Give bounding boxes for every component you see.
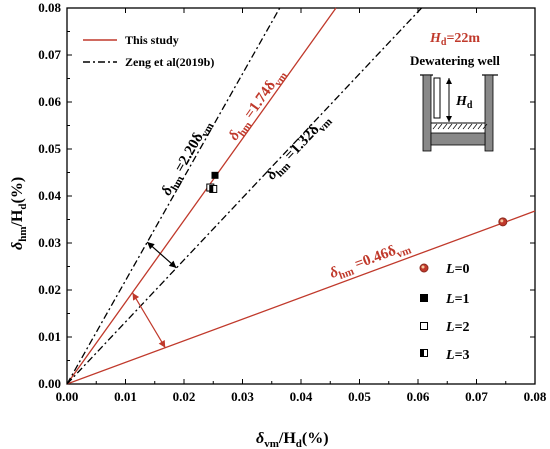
hatch-mark bbox=[448, 124, 452, 129]
line-legend: This study Zeng et al(2019b) bbox=[83, 33, 214, 69]
y-tick-label-4: 0.04 bbox=[38, 188, 61, 203]
legend-label-this-study: This study bbox=[125, 33, 179, 47]
y-tick-label-6: 0.06 bbox=[38, 94, 61, 109]
hatch-mark bbox=[478, 124, 482, 129]
y-axis-title: δhm/Hd(%) bbox=[9, 177, 29, 250]
hatch-mark bbox=[468, 124, 472, 129]
left-wall bbox=[423, 75, 431, 151]
x-tick-label-1: 0.01 bbox=[114, 389, 137, 404]
hatch-mark bbox=[453, 124, 457, 129]
equation-labels: δhm =2.20δvmδhm =1.74δvmδhm =1.32δvmδhm … bbox=[159, 66, 413, 285]
legend-marker-l0-highlight bbox=[422, 266, 425, 269]
dewatering-well bbox=[434, 78, 440, 118]
equation-label-1: δhm =1.74δvm bbox=[226, 66, 290, 145]
point-legend: L=0 L=1 L=2 L=3 bbox=[420, 262, 470, 363]
y-tick-label-5: 0.05 bbox=[38, 141, 61, 156]
hatch-mark bbox=[463, 124, 467, 129]
x-tick-label-4: 0.04 bbox=[290, 389, 313, 404]
arrow-this-study-range bbox=[133, 293, 166, 348]
x-tick-label-7: 0.07 bbox=[465, 389, 488, 404]
x-tick-label-8: 0.08 bbox=[524, 389, 547, 404]
legend-label-l3: L=3 bbox=[445, 348, 470, 363]
y-tick-label-0: 0.00 bbox=[38, 376, 61, 391]
inset-hd-value: Hd=22m bbox=[429, 31, 480, 48]
x-tick-label-6: 0.06 bbox=[407, 389, 430, 404]
y-tick-label-7: 0.07 bbox=[38, 47, 61, 62]
point-l0-highlight bbox=[500, 219, 503, 222]
point-l3-fill bbox=[210, 185, 214, 192]
inset-diagram: Hd=22m Dewatering well Hd bbox=[410, 31, 500, 151]
base-slab bbox=[431, 133, 485, 145]
legend-marker-l3-fill bbox=[421, 350, 425, 357]
bottom-hatch bbox=[433, 124, 487, 129]
hd-arrow-bottom bbox=[446, 116, 452, 122]
legend-marker-l2 bbox=[421, 323, 428, 330]
x-tick-label-0: 0.00 bbox=[56, 389, 79, 404]
point-l1 bbox=[212, 172, 219, 179]
x-tick-label-3: 0.03 bbox=[231, 389, 254, 404]
legend-marker-l1 bbox=[420, 294, 428, 302]
hatch-mark bbox=[473, 124, 477, 129]
inset-hd-label: Hd bbox=[455, 94, 473, 111]
x-axis-title: δvm/Hd(%) bbox=[256, 430, 329, 449]
right-wall bbox=[485, 75, 493, 151]
data-points bbox=[207, 172, 507, 226]
hatch-mark bbox=[443, 124, 447, 129]
hatch-mark bbox=[458, 124, 462, 129]
equation-label-2: δhm =1.32δvm bbox=[263, 111, 334, 185]
fit-line-1-1 bbox=[67, 8, 422, 384]
range-arrows bbox=[133, 242, 177, 348]
x-tick-label-2: 0.02 bbox=[173, 389, 196, 404]
y-tick-label-8: 0.08 bbox=[38, 0, 61, 15]
hd-arrow-top bbox=[446, 78, 452, 84]
legend-label-l1: L=1 bbox=[445, 292, 470, 307]
legend-label-l0: L=0 bbox=[445, 262, 470, 277]
legend-label-zeng: Zeng et al(2019b) bbox=[125, 55, 214, 69]
y-tick-label-2: 0.02 bbox=[38, 282, 61, 297]
y-tick-label-1: 0.01 bbox=[38, 329, 61, 344]
legend-label-l2: L=2 bbox=[445, 320, 470, 335]
hatch-mark bbox=[438, 124, 442, 129]
inset-title: Dewatering well bbox=[410, 53, 500, 68]
y-tick-label-3: 0.03 bbox=[38, 235, 61, 250]
x-tick-label-5: 0.05 bbox=[348, 389, 371, 404]
hatch-mark bbox=[433, 124, 437, 129]
